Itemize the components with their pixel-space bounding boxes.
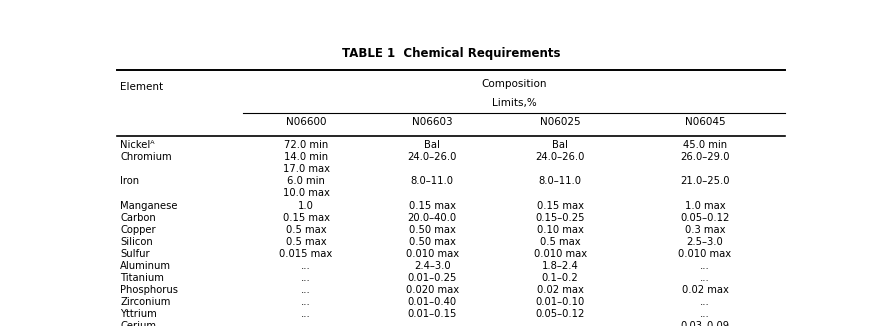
Text: Carbon: Carbon bbox=[121, 213, 156, 223]
Text: 0.1–0.2: 0.1–0.2 bbox=[542, 273, 578, 283]
Text: ...: ... bbox=[700, 261, 710, 271]
Text: 0.015 max: 0.015 max bbox=[280, 249, 333, 259]
Text: 0.02 max: 0.02 max bbox=[537, 285, 583, 295]
Text: 0.010 max: 0.010 max bbox=[678, 249, 731, 259]
Text: 0.010 max: 0.010 max bbox=[533, 249, 587, 259]
Text: 10.0 max: 10.0 max bbox=[282, 188, 329, 199]
Text: Chromium: Chromium bbox=[121, 152, 172, 162]
Text: 2.4–3.0: 2.4–3.0 bbox=[414, 261, 451, 271]
Text: N06045: N06045 bbox=[685, 117, 725, 127]
Text: 0.01–0.10: 0.01–0.10 bbox=[536, 297, 584, 307]
Text: ...: ... bbox=[700, 273, 710, 283]
Text: N06600: N06600 bbox=[286, 117, 326, 127]
Text: 0.05–0.12: 0.05–0.12 bbox=[535, 309, 585, 319]
Text: 6.0 min: 6.0 min bbox=[287, 176, 325, 186]
Text: Composition: Composition bbox=[481, 79, 546, 89]
Text: ...: ... bbox=[301, 321, 311, 326]
Text: 2.5–3.0: 2.5–3.0 bbox=[686, 237, 723, 247]
Text: Silicon: Silicon bbox=[121, 237, 153, 247]
Text: 45.0 min: 45.0 min bbox=[683, 140, 727, 150]
Text: ...: ... bbox=[301, 285, 311, 295]
Text: 0.5 max: 0.5 max bbox=[286, 237, 326, 247]
Text: ...: ... bbox=[301, 261, 311, 271]
Text: ...: ... bbox=[555, 321, 565, 326]
Text: ...: ... bbox=[301, 297, 311, 307]
Text: ...: ... bbox=[700, 309, 710, 319]
Text: Manganese: Manganese bbox=[121, 200, 178, 211]
Text: 1.0: 1.0 bbox=[298, 200, 314, 211]
Text: 26.0–29.0: 26.0–29.0 bbox=[680, 152, 730, 162]
Text: 0.5 max: 0.5 max bbox=[539, 237, 581, 247]
Text: Zirconium: Zirconium bbox=[121, 297, 171, 307]
Text: Titanium: Titanium bbox=[121, 273, 164, 283]
Text: ...: ... bbox=[301, 273, 311, 283]
Text: ...: ... bbox=[428, 321, 437, 326]
Text: 72.0 min: 72.0 min bbox=[284, 140, 328, 150]
Text: 24.0–26.0: 24.0–26.0 bbox=[535, 152, 585, 162]
Text: TABLE 1  Chemical Requirements: TABLE 1 Chemical Requirements bbox=[341, 47, 561, 60]
Text: 0.01–0.15: 0.01–0.15 bbox=[407, 309, 457, 319]
Text: 20.0–40.0: 20.0–40.0 bbox=[407, 213, 457, 223]
Text: ...: ... bbox=[301, 309, 311, 319]
Text: 0.020 max: 0.020 max bbox=[406, 285, 458, 295]
Text: 8.0–11.0: 8.0–11.0 bbox=[539, 176, 582, 186]
Text: 0.03–0.09: 0.03–0.09 bbox=[680, 321, 730, 326]
Text: 0.010 max: 0.010 max bbox=[406, 249, 458, 259]
Text: Bal: Bal bbox=[552, 140, 568, 150]
Text: 0.10 max: 0.10 max bbox=[537, 225, 583, 235]
Text: 0.01–0.25: 0.01–0.25 bbox=[407, 273, 457, 283]
Text: ...: ... bbox=[700, 297, 710, 307]
Text: 0.5 max: 0.5 max bbox=[286, 225, 326, 235]
Text: Copper: Copper bbox=[121, 225, 156, 235]
Text: 8.0–11.0: 8.0–11.0 bbox=[411, 176, 454, 186]
Text: Nickelᴬ: Nickelᴬ bbox=[121, 140, 155, 150]
Text: 0.15–0.25: 0.15–0.25 bbox=[535, 213, 585, 223]
Text: 1.0 max: 1.0 max bbox=[685, 200, 725, 211]
Text: Cerium: Cerium bbox=[121, 321, 157, 326]
Text: Phosphorus: Phosphorus bbox=[121, 285, 179, 295]
Text: 0.50 max: 0.50 max bbox=[409, 237, 456, 247]
Text: 24.0–26.0: 24.0–26.0 bbox=[407, 152, 457, 162]
Text: 14.0 min: 14.0 min bbox=[284, 152, 328, 162]
Text: 0.15 max: 0.15 max bbox=[408, 200, 456, 211]
Text: Aluminum: Aluminum bbox=[121, 261, 172, 271]
Text: 0.3 max: 0.3 max bbox=[685, 225, 725, 235]
Text: N06025: N06025 bbox=[539, 117, 581, 127]
Text: Iron: Iron bbox=[121, 176, 139, 186]
Text: 0.15 max: 0.15 max bbox=[537, 200, 583, 211]
Text: 0.05–0.12: 0.05–0.12 bbox=[680, 213, 730, 223]
Text: Element: Element bbox=[121, 82, 164, 92]
Text: 0.02 max: 0.02 max bbox=[682, 285, 729, 295]
Text: 21.0–25.0: 21.0–25.0 bbox=[680, 176, 730, 186]
Text: N06603: N06603 bbox=[412, 117, 452, 127]
Text: 0.01–0.40: 0.01–0.40 bbox=[407, 297, 457, 307]
Text: Yttrium: Yttrium bbox=[121, 309, 157, 319]
Text: 1.8–2.4: 1.8–2.4 bbox=[542, 261, 578, 271]
Text: 0.50 max: 0.50 max bbox=[409, 225, 456, 235]
Text: Sulfur: Sulfur bbox=[121, 249, 150, 259]
Text: 17.0 max: 17.0 max bbox=[282, 164, 330, 174]
Text: Limits,%: Limits,% bbox=[492, 98, 537, 108]
Text: Bal: Bal bbox=[424, 140, 440, 150]
Text: 0.15 max: 0.15 max bbox=[282, 213, 330, 223]
